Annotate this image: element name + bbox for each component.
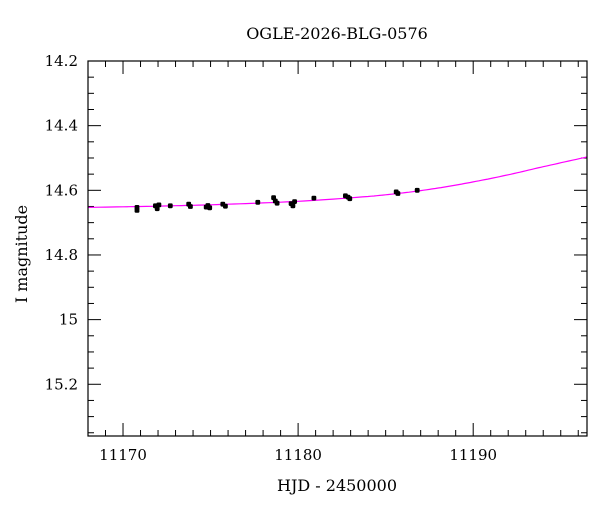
model-line	[88, 156, 587, 208]
y-tick-label: 14.6	[45, 181, 78, 199]
y-tick-label: 14.4	[45, 117, 78, 135]
y-axis-label: I magnitude	[12, 205, 31, 303]
chart-title: OGLE-2026-BLG-0576	[246, 24, 428, 43]
x-tick-label: 11190	[449, 446, 497, 464]
model-curve	[88, 156, 587, 208]
data-point	[134, 208, 140, 213]
axis-tick-labels: 11170 11180 11190 14.2 14.4 14.6 14.8 15 15.2	[45, 52, 497, 464]
data-point	[223, 203, 228, 209]
plot-frame	[87, 60, 588, 437]
data-point	[156, 202, 162, 208]
data-points	[134, 187, 420, 213]
data-point	[207, 205, 213, 211]
y-tick-label: 15.2	[45, 375, 78, 393]
data-point	[395, 191, 401, 196]
data-point	[290, 203, 296, 209]
x-tick-label: 11170	[99, 446, 147, 464]
data-point	[292, 199, 297, 204]
data-point	[414, 187, 420, 193]
data-point	[154, 206, 160, 212]
axis-ticks	[87, 60, 587, 436]
y-tick-label: 14.8	[45, 246, 78, 264]
x-tick-label: 11180	[274, 446, 322, 464]
y-tick-label: 15	[59, 311, 78, 329]
data-point	[255, 199, 261, 205]
data-point	[347, 196, 353, 202]
data-point	[167, 203, 173, 209]
y-tick-label: 14.2	[45, 52, 78, 70]
data-point	[311, 195, 317, 201]
data-point	[188, 204, 193, 209]
data-point	[274, 200, 280, 206]
x-axis-label: HJD - 2450000	[277, 476, 397, 495]
